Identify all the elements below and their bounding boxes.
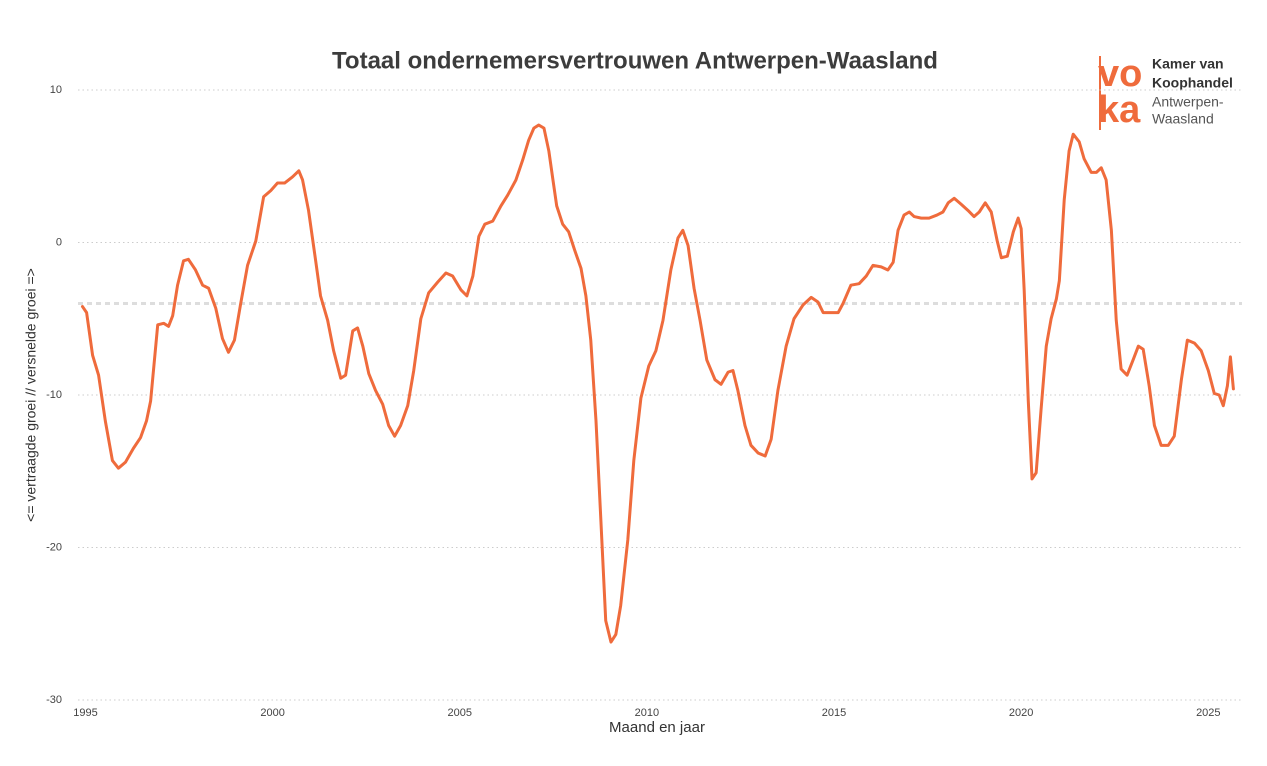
logo-text: Kamer van	[1152, 56, 1224, 72]
y-tick-label: 10	[50, 84, 62, 96]
logo-text: Antwerpen-	[1152, 94, 1224, 110]
y-tick-label: 0	[56, 236, 62, 248]
logo-mark: vo	[1098, 53, 1142, 95]
logo-text: Koophandel	[1152, 75, 1233, 91]
x-axis-label: Maand en jaar	[609, 719, 705, 736]
logo: vo ka Kamer van Koophandel Antwerpen- Wa…	[1098, 53, 1233, 131]
x-tick-label: 2000	[260, 707, 284, 719]
y-axis-label: <= vertraagde groei // versnelde groei =…	[23, 268, 39, 522]
x-tick-label: 2015	[822, 707, 846, 719]
x-tick-label: 1995	[73, 707, 97, 719]
y-tick-label: -30	[46, 694, 62, 706]
data-line	[80, 123, 1235, 644]
logo-text: Waasland	[1152, 111, 1214, 127]
chart-title: Totaal ondernemersvertrouwen Antwerpen-W…	[332, 47, 938, 74]
y-tick-label: -20	[46, 541, 62, 553]
x-tick-label: 2005	[448, 707, 472, 719]
y-tick-label: -10	[46, 389, 62, 401]
x-tick-label: 2025	[1196, 707, 1220, 719]
logo-mark: ka	[1098, 89, 1141, 131]
x-tick-label: 2010	[635, 707, 659, 719]
x-tick-label: 2020	[1009, 707, 1033, 719]
